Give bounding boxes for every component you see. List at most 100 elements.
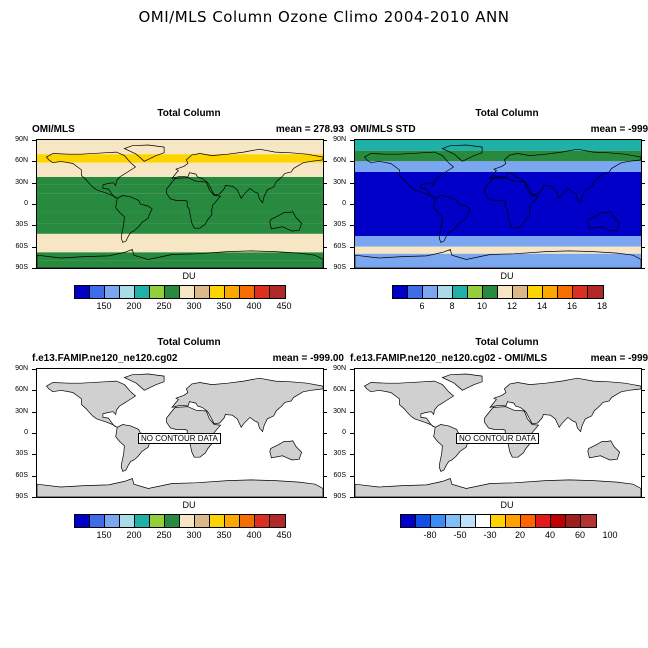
latitude-tick [323, 390, 327, 392]
colorbar-swatch [461, 515, 476, 527]
colorbar-tick-label: 8 [449, 301, 455, 311]
zonal-band [37, 260, 323, 268]
continent-outline [363, 380, 455, 428]
latitude-tick [323, 454, 327, 456]
continent-outline [489, 148, 641, 204]
colorbar-swatch [105, 515, 120, 527]
latitude-tick [350, 454, 354, 456]
continent-outline [484, 177, 540, 229]
colorbar-tick-label: -80 [423, 530, 437, 540]
colorbar-swatch [558, 286, 573, 298]
continent-outline [484, 406, 540, 458]
zonal-band [355, 253, 641, 268]
colorbar-tick-label: 350 [216, 530, 232, 540]
latitude-tick [350, 497, 354, 498]
colorbar-swatch [528, 286, 543, 298]
zonal-band [37, 169, 323, 177]
continent-outline [171, 148, 323, 204]
colorbar-swatch [105, 286, 120, 298]
colorbar-units: DU [182, 500, 196, 510]
map-canvas [355, 140, 641, 268]
continent-outline [37, 478, 323, 497]
latitude-tick [350, 411, 354, 413]
latitude-label: 60S [333, 242, 346, 250]
continent-outline [433, 424, 471, 472]
latitude-tick [641, 268, 645, 269]
panel-mean-label: mean = -999.00 [272, 353, 344, 364]
continent-outline [269, 440, 303, 461]
latitude-label: 60N [333, 386, 346, 394]
colorbar-tick-label: 100 [602, 530, 618, 540]
latitude-tick [323, 140, 327, 141]
latitude-label: 90N [15, 136, 28, 143]
continent-outline [587, 211, 621, 232]
colorbar-tick-label: 200 [126, 301, 142, 311]
colorbar-swatch [408, 286, 423, 298]
zonal-band [37, 184, 323, 194]
colorbar-swatch [468, 286, 483, 298]
zonal-band [37, 154, 323, 163]
colorbar-tick-label: 18 [596, 301, 608, 311]
latitude-tick [323, 369, 327, 370]
continent-outline [37, 249, 323, 268]
colorbar-swatch [581, 515, 596, 527]
colorbar-tick-label: 14 [536, 301, 548, 311]
colorbar-swatch [446, 515, 461, 527]
colorbar-swatch [491, 515, 506, 527]
colorbar-units: DU [500, 271, 514, 281]
zonal-band [355, 172, 641, 236]
latitude-label: 30S [15, 450, 28, 458]
latitude-tick [641, 246, 645, 248]
latitude-label: 30N [333, 407, 346, 415]
colorbar [392, 285, 604, 299]
colorbar-swatch [423, 286, 438, 298]
latitude-tick [32, 454, 36, 456]
latitude-tick [641, 225, 645, 227]
latitude-tick [350, 182, 354, 184]
latitude-label: 90N [333, 136, 346, 143]
latitude-tick [32, 268, 36, 269]
latitude-label: 90S [15, 264, 28, 271]
latitude-tick [641, 182, 645, 184]
latitude-label: 60S [15, 471, 28, 479]
panel-omi-mls-std: Total Column OMI/MLS STD mean = -999.00 … [333, 108, 648, 338]
latitude-tick [323, 411, 327, 413]
latitude-label: 60N [333, 157, 346, 165]
zonal-band [355, 236, 641, 247]
colorbar-swatch [210, 286, 225, 298]
panel-title: Total Column [475, 337, 539, 348]
latitude-tick [323, 182, 327, 184]
latitude-tick [32, 433, 36, 434]
zonal-band [37, 193, 323, 213]
continent-outline [355, 478, 641, 497]
latitude-tick [323, 497, 327, 498]
latitude-label: 30N [333, 178, 346, 186]
latitude-label: 30N [15, 407, 28, 415]
panel-title: Total Column [475, 108, 539, 119]
map-plot [354, 139, 642, 269]
latitude-tick [32, 225, 36, 227]
latitude-tick [641, 390, 645, 392]
latitude-label: 90N [333, 365, 346, 372]
latitude-label: 0 [342, 200, 346, 207]
latitude-tick [323, 204, 327, 205]
continent-outline [123, 144, 165, 162]
panel-mean-label: mean = -999.00 [590, 353, 648, 364]
main-title: OMI/MLS Column Ozone Climo 2004-2010 ANN [138, 8, 510, 26]
latitude-tick [350, 225, 354, 227]
latitude-label: 30S [15, 221, 28, 229]
zonal-band [355, 140, 641, 151]
continent-outline [441, 373, 483, 391]
colorbar-tick-label: 16 [566, 301, 578, 311]
colorbar-swatch [135, 286, 150, 298]
colorbar-swatch [240, 515, 255, 527]
latitude-tick [641, 454, 645, 456]
panel-model: Total Column f.e13.FAMIP.ne120_ne120.cg0… [15, 337, 344, 567]
zonal-band [37, 212, 323, 224]
continent-outline [166, 406, 222, 458]
latitude-tick [350, 268, 354, 269]
colorbar-swatch [150, 286, 165, 298]
colorbar-tick-label: 250 [156, 301, 172, 311]
colorbar-tick-label: 450 [276, 301, 292, 311]
colorbar-units: DU [182, 271, 196, 281]
